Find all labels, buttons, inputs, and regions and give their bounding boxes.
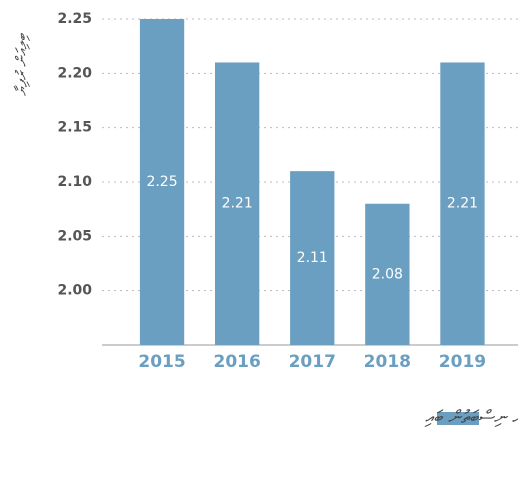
- value-label: 2.25: [146, 174, 177, 190]
- bar: [139, 19, 185, 345]
- y-tick-label: 2.05: [57, 228, 92, 244]
- bar: [365, 203, 410, 345]
- y-tick-label: 2.25: [57, 11, 92, 27]
- bar: [214, 62, 260, 345]
- value-label: 2.08: [372, 266, 403, 282]
- x-tick-label: 2015: [138, 352, 185, 372]
- value-label: 2.21: [447, 196, 478, 212]
- x-tick-label: 2017: [289, 352, 336, 372]
- y-tick-label: 2.10: [57, 174, 92, 190]
- value-label: 2.21: [222, 196, 253, 212]
- x-tick-label: 2018: [364, 352, 411, 372]
- legend-swatch: [437, 412, 479, 425]
- bar: [440, 62, 485, 345]
- x-tick-label: 2019: [439, 352, 486, 372]
- y-axis-label: ބިލިއަން ރުފިޔާ: [13, 32, 31, 96]
- legend-label: ބޭރުގެ ވިޔަފާރީގެ ފައިދާއަށް ނިސްބަތުން …: [424, 407, 518, 429]
- y-tick-label: 2.15: [57, 120, 92, 136]
- bar: [290, 171, 335, 345]
- value-label: 2.11: [297, 250, 328, 266]
- y-tick-label: 2.00: [57, 283, 92, 299]
- y-tick-label: 2.20: [57, 65, 92, 81]
- x-tick-label: 2016: [213, 352, 260, 372]
